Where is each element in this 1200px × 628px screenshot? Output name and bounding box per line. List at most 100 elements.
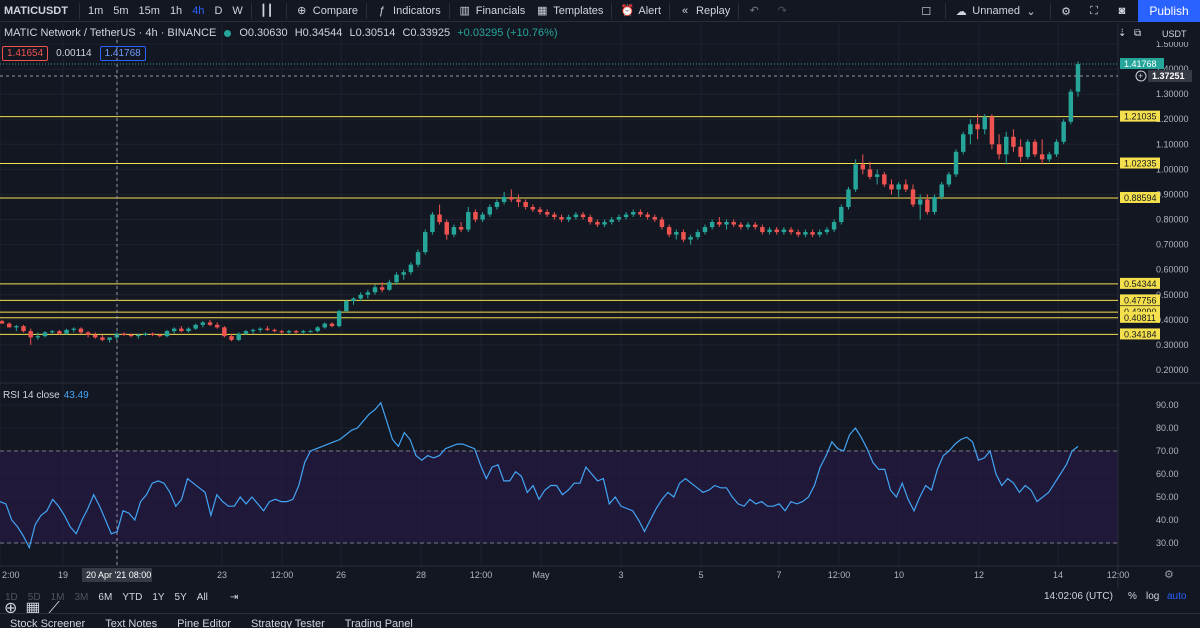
log-toggle[interactable]: log bbox=[1146, 591, 1160, 602]
measure-tool-icon[interactable]: ▦ bbox=[25, 600, 41, 617]
range-1y[interactable]: 1Y bbox=[152, 591, 165, 603]
timeframe-4h[interactable]: 4h bbox=[192, 4, 205, 17]
price-axis[interactable]: 1.50000 1.40000 1.30000 1.20000 1.10000 1.000… bbox=[1156, 39, 1189, 375]
percent-toggle[interactable]: % bbox=[1128, 591, 1137, 602]
chart-type-button[interactable]: ┃┃ bbox=[255, 0, 283, 22]
candle-body bbox=[537, 209, 543, 213]
templates-button[interactable]: ▦ Templates bbox=[530, 0, 608, 22]
price-tick-label: 0.40000 bbox=[1156, 315, 1189, 325]
replay-label: Replay bbox=[696, 4, 731, 17]
indicators-button[interactable]: ƒ Indicators bbox=[370, 0, 446, 22]
timeframe-15m[interactable]: 15m bbox=[138, 4, 160, 17]
candle-body bbox=[731, 222, 736, 225]
candle-body bbox=[150, 333, 155, 335]
fullscreen-button[interactable]: ⛶ bbox=[1082, 0, 1110, 22]
add-alert-icon[interactable] bbox=[1135, 70, 1147, 82]
publish-button[interactable]: Publish bbox=[1138, 0, 1200, 22]
candle-body bbox=[867, 169, 873, 177]
tab-strategy-tester[interactable]: Strategy Tester bbox=[250, 618, 325, 628]
rsi-axis[interactable]: 90.00 80.00 70.00 60.00 50.00 40.00 30.00 bbox=[1156, 400, 1179, 548]
replay-button[interactable]: « Replay bbox=[673, 0, 735, 22]
rsi-tick-label: 70.00 bbox=[1156, 446, 1179, 456]
candle-body bbox=[745, 224, 751, 228]
range-3m[interactable]: 3M bbox=[74, 591, 89, 603]
candle-body bbox=[681, 232, 686, 240]
candle-body bbox=[587, 217, 593, 223]
ask-badge[interactable]: 1.41768 bbox=[99, 46, 146, 61]
divider bbox=[78, 2, 80, 19]
auto-toggle[interactable]: auto bbox=[1167, 591, 1187, 602]
candle-body bbox=[272, 329, 277, 332]
candle-body bbox=[1039, 154, 1045, 160]
time-tick-label: 28 bbox=[416, 570, 426, 580]
range-1d[interactable]: 1D bbox=[5, 591, 18, 603]
range-all[interactable]: All bbox=[196, 591, 208, 603]
candle-body bbox=[544, 212, 550, 215]
candle-body bbox=[42, 332, 48, 337]
tab-pine-editor[interactable]: Pine Editor bbox=[177, 618, 231, 628]
redo-icon: ↷ bbox=[777, 5, 787, 17]
snapshot-button[interactable]: ◙ bbox=[1110, 0, 1138, 22]
timeframe-5m[interactable]: 5m bbox=[113, 4, 129, 17]
rsi-tick-label: 90.00 bbox=[1156, 400, 1179, 410]
candle-body bbox=[631, 212, 636, 215]
candle-body bbox=[595, 222, 600, 225]
goto-date-icon[interactable]: ⇥ bbox=[229, 591, 239, 603]
candle-body bbox=[724, 222, 729, 225]
time-tick-label: 12 bbox=[974, 570, 984, 580]
undo-button[interactable]: ↶ bbox=[742, 0, 770, 22]
layout-select-button[interactable]: ☐ bbox=[914, 0, 942, 22]
alert-button[interactable]: ⏰ Alert bbox=[615, 0, 666, 22]
candle-body bbox=[874, 174, 880, 177]
symbol-search[interactable]: MATICUSDT bbox=[4, 4, 68, 17]
timeframe-d[interactable]: D bbox=[214, 4, 223, 17]
time-tick-label: 12:00 bbox=[271, 570, 294, 580]
alert-label: Alert bbox=[638, 4, 662, 17]
financials-button[interactable]: ▥ Financials bbox=[453, 0, 531, 22]
tab-trading-panel[interactable]: Trading Panel bbox=[344, 618, 413, 628]
candle-body bbox=[752, 224, 758, 228]
range-5y[interactable]: 5Y bbox=[174, 591, 187, 603]
clock[interactable]: 14:02:06 (UTC) bbox=[1044, 591, 1113, 602]
range-1m[interactable]: 1M bbox=[50, 591, 65, 603]
zoom-tool-icon[interactable]: ⟋ bbox=[48, 600, 60, 617]
time-axis-gear-icon[interactable]: ⚙ bbox=[1164, 569, 1174, 581]
range-5d[interactable]: 5D bbox=[27, 591, 41, 603]
timeframe-1h[interactable]: 1h bbox=[169, 4, 183, 17]
time-axis[interactable]: 2:00 19 23 12:00 26 28 12:00 May 3 5 7 12:00 10 12 14 1… bbox=[2, 570, 1129, 580]
timeframe-w[interactable]: W bbox=[232, 4, 243, 17]
cursor-tool-icon[interactable]: ⊕ bbox=[4, 600, 18, 617]
candle-body bbox=[917, 199, 923, 205]
scroll-down-icon[interactable]: ⇣ bbox=[1118, 28, 1127, 39]
candle-body bbox=[781, 229, 787, 233]
candle-body bbox=[423, 232, 428, 253]
candle-body bbox=[559, 217, 564, 220]
settings-button[interactable]: ⚙ bbox=[1054, 0, 1082, 22]
candle-body bbox=[946, 174, 952, 185]
bid-badge[interactable]: 1.41654 bbox=[2, 46, 49, 61]
pane-maximize-icon[interactable]: ⧉ bbox=[1134, 28, 1142, 39]
compare-button[interactable]: ⊕ Compare bbox=[290, 0, 363, 22]
tab-text-notes[interactable]: Text Notes bbox=[105, 618, 158, 628]
function-icon: ƒ bbox=[378, 4, 386, 17]
candle-body bbox=[796, 232, 801, 235]
candle-body bbox=[35, 336, 41, 338]
high-value: H0.34544 bbox=[294, 27, 343, 39]
tab-stock-screener[interactable]: Stock Screener bbox=[10, 618, 86, 628]
timeframe-1m[interactable]: 1m bbox=[87, 4, 104, 17]
last-price-label: 1.41768 bbox=[1124, 59, 1157, 69]
time-tick-label: May bbox=[532, 570, 550, 580]
candle-body bbox=[121, 333, 127, 335]
save-layout-button[interactable]: ☁ Unnamed ⌄ bbox=[949, 0, 1047, 22]
range-ytd[interactable]: YTD bbox=[122, 591, 143, 603]
low-value: L0.30514 bbox=[349, 27, 396, 39]
candle-body bbox=[846, 189, 851, 207]
range-6m[interactable]: 6M bbox=[98, 591, 113, 603]
candle-body bbox=[286, 331, 292, 333]
compare-label: Compare bbox=[312, 4, 359, 17]
time-tick-label: 3 bbox=[618, 570, 623, 580]
price-tick-label: 1.40000 bbox=[1156, 64, 1189, 74]
candle-body bbox=[157, 334, 163, 337]
redo-button[interactable]: ↷ bbox=[770, 0, 798, 22]
